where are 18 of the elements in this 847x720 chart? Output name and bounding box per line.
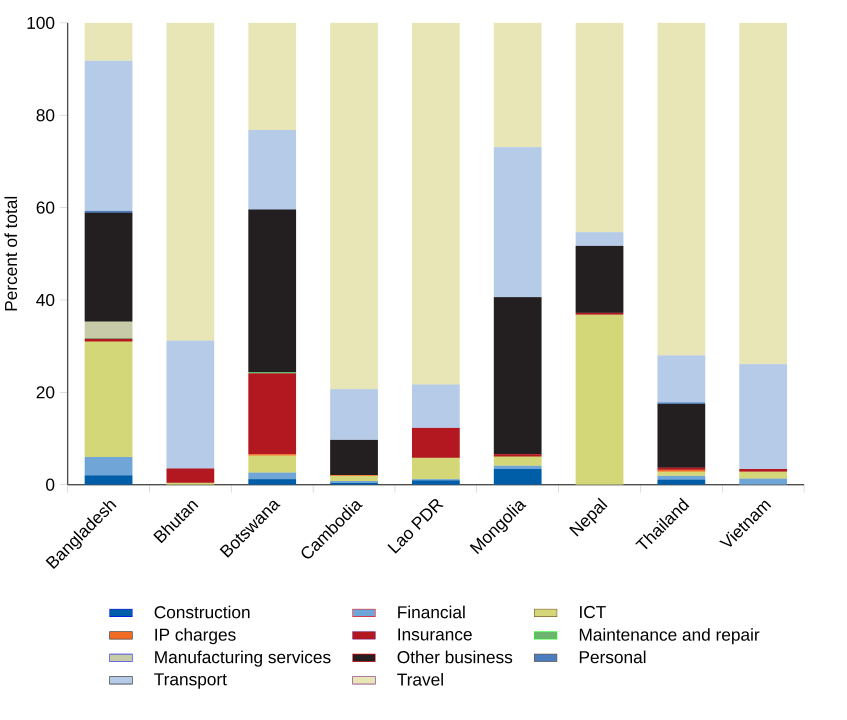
y-tick-label: 0: [46, 478, 54, 491]
y-axis-title: Percent of total: [4, 197, 18, 311]
legend-label: Financial: [398, 606, 465, 619]
y-tick-label: 80: [36, 109, 54, 122]
legend-label: Other business: [398, 650, 512, 664]
y-tick-label: 100: [28, 17, 54, 30]
legend-label: Insurance: [398, 628, 472, 641]
legend-label: IP charges: [155, 628, 236, 644]
y-tick-label: 20: [36, 386, 54, 399]
legend-label: ICT: [580, 606, 606, 618]
legend-label: Travel: [397, 673, 443, 686]
legend-label: Transport: [154, 674, 227, 690]
y-tick-label: 60: [36, 202, 54, 214]
legend-label: Construction: [154, 606, 250, 619]
legend-label: Personal: [580, 650, 646, 664]
legend-label: Manufacturing services: [155, 650, 330, 667]
legend-label: Maintenance and repair: [580, 628, 760, 644]
y-tick-label: 40: [36, 294, 54, 306]
